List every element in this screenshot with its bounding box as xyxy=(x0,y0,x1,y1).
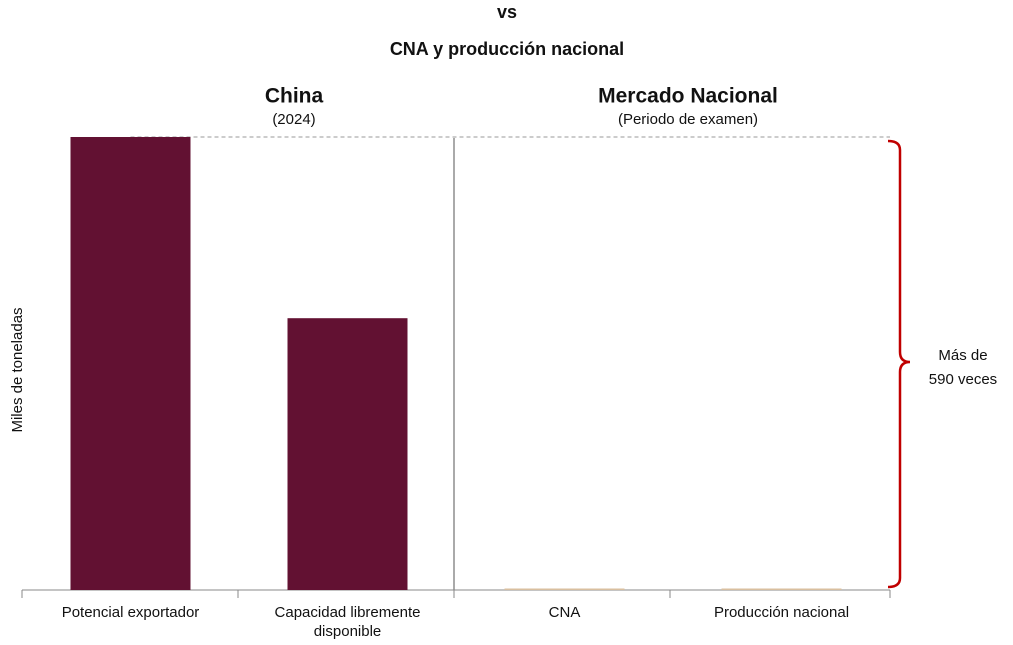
group-name: China xyxy=(265,85,324,108)
group-period: (2024) xyxy=(272,111,315,128)
x-tick-label: Potencial exportador xyxy=(61,604,200,621)
group-period: (Periodo de examen) xyxy=(618,111,758,128)
y-axis-label: Miles de toneladas xyxy=(9,307,26,432)
title-line: CNA y producción nacional xyxy=(390,39,624,59)
annotation: 590 veces xyxy=(929,371,997,388)
x-ticks xyxy=(21,590,891,598)
x-tick-label: CNA xyxy=(548,604,581,621)
bar xyxy=(504,588,625,590)
bar xyxy=(721,588,842,590)
x-tick-label: Producción nacional xyxy=(713,604,850,621)
bar xyxy=(70,137,191,590)
bar xyxy=(287,318,408,590)
annotation: Más de xyxy=(938,347,987,364)
x-tick-label: Capacidad libremente disponible xyxy=(274,604,421,640)
group-name: Mercado Nacional xyxy=(598,85,778,108)
title-line: vs xyxy=(497,2,517,22)
bracket xyxy=(887,139,911,589)
